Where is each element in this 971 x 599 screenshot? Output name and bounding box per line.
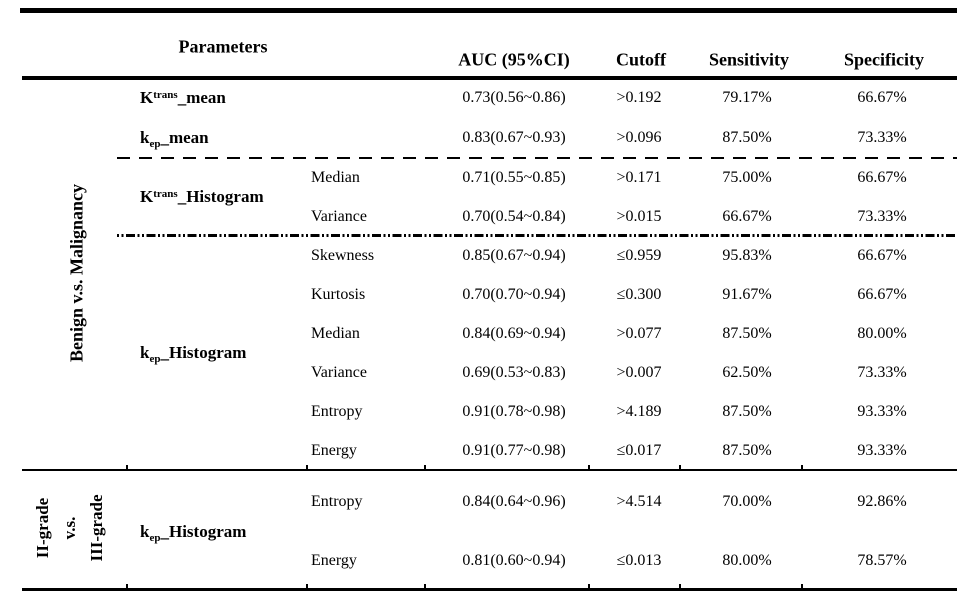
cell-cutoff: >0.192 <box>616 89 662 106</box>
cell-auc: 0.71(0.55~0.85) <box>462 168 566 186</box>
cell-subparameter: Skewness <box>311 246 375 264</box>
column-boundary-tick <box>801 465 803 470</box>
cell-subparameter: Entropy <box>311 402 363 420</box>
column-boundary-tick <box>801 584 803 589</box>
cell-subparameter: Median <box>311 168 360 186</box>
cell-specificity: 66.67% <box>857 246 907 264</box>
cell-cutoff: >0.096 <box>616 129 662 146</box>
param-group-label: Ktrans_mean <box>140 88 226 107</box>
cell-sensitivity: 62.50% <box>722 363 772 381</box>
cell-subparameter: Variance <box>311 363 367 381</box>
cell-cutoff: >0.171 <box>616 168 662 186</box>
cell-sensitivity: 75.00% <box>722 168 772 186</box>
cell-auc: 0.81(0.60~0.94) <box>462 552 566 569</box>
param-group-label: kep_Histogram <box>140 343 247 365</box>
cell-cutoff: >0.007 <box>616 363 662 381</box>
cell-sensitivity: 79.17% <box>722 89 772 106</box>
cell-specificity: 78.57% <box>857 552 907 569</box>
table-rule-top <box>20 8 957 13</box>
column-boundary-tick <box>424 584 426 589</box>
column-boundary-tick <box>126 584 128 589</box>
cell-auc: 0.85(0.67~0.94) <box>462 246 566 264</box>
cell-auc: 0.84(0.64~0.96) <box>462 493 566 510</box>
cell-specificity: 66.67% <box>857 285 907 303</box>
cell-auc: 0.70(0.54~0.84) <box>462 207 566 225</box>
table-rule-header <box>22 76 957 80</box>
column-boundary-tick <box>679 584 681 589</box>
cell-subparameter: Median <box>311 324 360 342</box>
cell-cutoff: ≤0.959 <box>616 246 662 264</box>
section-label-benign-vs-malignancy: Benign v.s. Malignancy <box>66 183 87 363</box>
cell-specificity: 73.33% <box>857 129 907 146</box>
param-group-label: kep_Histogram <box>140 521 247 544</box>
cell-specificity: 66.67% <box>857 168 907 186</box>
cell-subparameter: Energy <box>311 552 357 569</box>
cell-sensitivity: 91.67% <box>722 285 772 303</box>
cell-auc: 0.69(0.53~0.83) <box>462 363 566 381</box>
section-label-vs: v.s. <box>60 516 79 540</box>
cell-subparameter: Entropy <box>311 493 363 510</box>
cell-auc: 0.84(0.69~0.94) <box>462 324 566 342</box>
column-header-parameters: Parameters <box>178 36 268 57</box>
cell-cutoff: >4.189 <box>616 402 662 420</box>
table-rule-dashdot <box>117 234 957 237</box>
cell-auc: 0.83(0.67~0.93) <box>462 129 566 146</box>
column-header-sensitivity: Sensitivity <box>708 49 790 70</box>
cell-sensitivity: 70.00% <box>722 493 772 510</box>
cell-cutoff: ≤0.017 <box>616 441 662 459</box>
cell-specificity: 73.33% <box>857 207 907 225</box>
column-boundary-tick <box>424 465 426 470</box>
cell-specificity: 92.86% <box>857 493 907 510</box>
cell-specificity: 73.33% <box>857 363 907 381</box>
cell-specificity: 93.33% <box>857 441 907 459</box>
cell-cutoff: >0.015 <box>616 207 662 225</box>
column-boundary-tick <box>588 465 590 470</box>
cell-subparameter: Energy <box>311 441 357 459</box>
cell-cutoff: ≤0.013 <box>616 552 662 569</box>
cell-sensitivity: 66.67% <box>722 207 772 225</box>
param-group-label: Ktrans_Histogram <box>140 187 264 206</box>
cell-cutoff: ≤0.300 <box>616 285 662 303</box>
cell-sensitivity: 80.00% <box>722 552 772 569</box>
column-header-specificity: Specificity <box>844 49 924 70</box>
table-rule-section <box>22 469 957 471</box>
cell-specificity: 66.67% <box>857 89 907 106</box>
cell-auc: 0.70(0.70~0.94) <box>462 285 566 303</box>
column-boundary-tick <box>306 584 308 589</box>
section-label-ii-grade: II-grade <box>33 497 52 559</box>
cell-subparameter: Variance <box>311 207 367 225</box>
cell-auc: 0.73(0.56~0.86) <box>462 89 566 106</box>
param-group-label: kep_mean <box>140 128 209 150</box>
table-rule-bottom <box>22 588 957 591</box>
cell-cutoff: >4.514 <box>616 493 662 510</box>
cell-auc: 0.91(0.78~0.98) <box>462 402 566 420</box>
cell-subparameter: Kurtosis <box>311 285 366 303</box>
cell-sensitivity: 87.50% <box>722 129 772 146</box>
column-header-auc: AUC (95%CI) <box>458 49 570 70</box>
cell-sensitivity: 95.83% <box>722 246 772 264</box>
cell-auc: 0.91(0.77~0.98) <box>462 441 566 459</box>
table-rule-dashed <box>117 157 957 159</box>
cell-specificity: 80.00% <box>857 324 907 342</box>
cell-specificity: 93.33% <box>857 402 907 420</box>
column-boundary-tick <box>679 465 681 470</box>
section-label-iii-grade: III-grade <box>87 494 106 562</box>
column-boundary-tick <box>306 465 308 470</box>
column-boundary-tick <box>126 465 128 470</box>
cell-cutoff: >0.077 <box>616 324 662 342</box>
cell-sensitivity: 87.50% <box>722 441 772 459</box>
column-boundary-tick <box>588 584 590 589</box>
column-header-cutoff: Cutoff <box>616 49 666 70</box>
cell-sensitivity: 87.50% <box>722 402 772 420</box>
cell-sensitivity: 87.50% <box>722 324 772 342</box>
